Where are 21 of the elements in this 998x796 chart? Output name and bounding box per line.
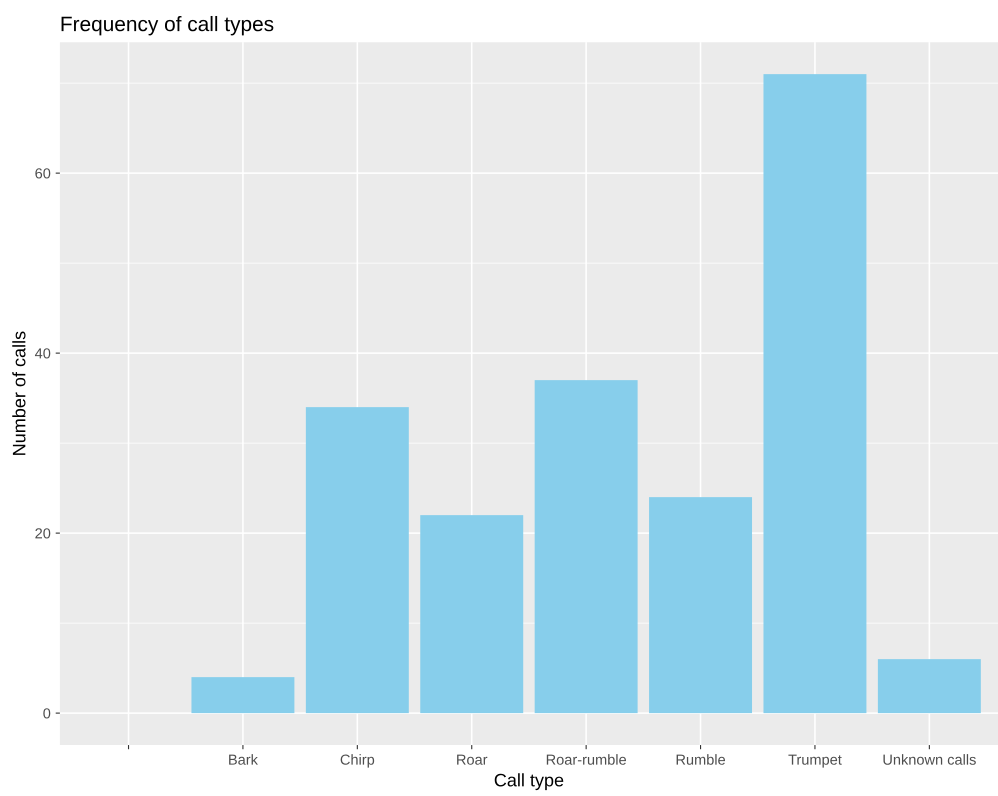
bar [763,74,866,714]
y-tick-label: 40 [34,348,50,359]
bar [878,659,981,714]
bar [306,407,409,714]
y-tick-label: 20 [35,528,50,539]
bar [534,380,638,714]
bar [420,515,524,714]
x-tick-label: Unknown calls [883,754,976,765]
x-tick-label: Roar [457,754,488,765]
x-tick-label: Roar-rumble [546,754,626,765]
chart-title: Frequency of call types [62,16,274,36]
y-axis-title: Number of calls [12,332,26,455]
x-tick-label: Rumble [676,754,726,765]
bar [649,497,752,714]
y-tick-label: 60 [35,168,50,179]
x-tick-label: Chirp [340,754,374,768]
y-tick-label: 0 [43,708,50,719]
x-tick-label: Bark [229,754,258,765]
x-axis-title: Call type [494,773,564,790]
x-tick-label: Trumpet [788,754,842,768]
bar [191,677,294,714]
